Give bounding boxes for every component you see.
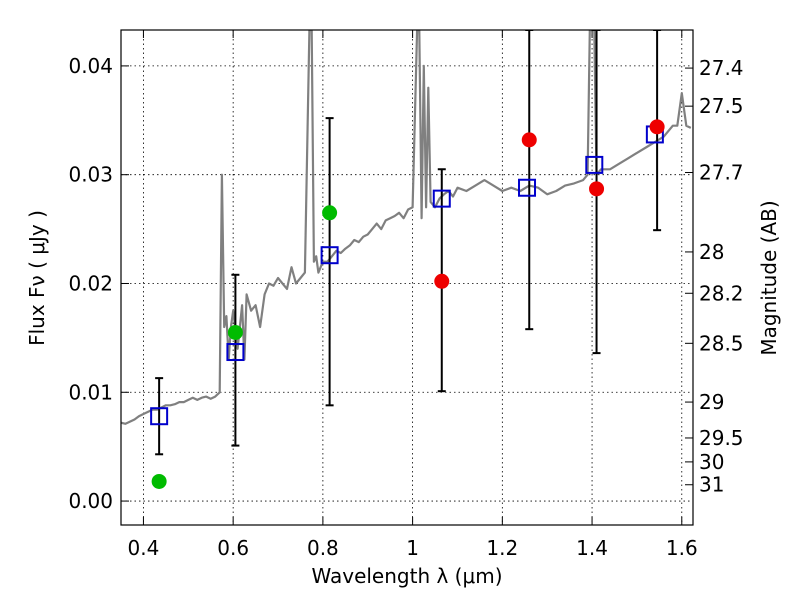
mag-tick-label: 28 bbox=[699, 240, 724, 264]
x-tick-label: 0.4 bbox=[128, 536, 160, 560]
observed-point-circle bbox=[151, 473, 167, 489]
model-point-square bbox=[518, 178, 537, 197]
y-tick-label: 0.04 bbox=[68, 54, 113, 78]
mag-tick-label: 28.2 bbox=[699, 281, 744, 305]
observed-point-circle bbox=[322, 205, 338, 221]
spectrum-line bbox=[121, 30, 692, 425]
plot-frame bbox=[120, 29, 694, 526]
y-tick-label: 0.00 bbox=[68, 489, 113, 513]
model-point-square bbox=[432, 189, 451, 208]
axis-ticks: 0.4 0.6 0.8 1 1.2 1.4 1.6 0.00 0.01 0.02 0.03 0.04 2… bbox=[68, 30, 744, 560]
y-axis-label: Flux Fν ( μJy ) bbox=[25, 210, 49, 346]
observed-point-circle bbox=[589, 181, 605, 197]
mag-tick-label: 30 bbox=[699, 450, 724, 474]
model-point-square bbox=[226, 343, 245, 362]
observed-point-circle bbox=[649, 119, 665, 135]
x-tick-label: 1.2 bbox=[486, 536, 518, 560]
x-tick-label: 1.6 bbox=[666, 536, 698, 560]
mag-tick-label: 27.5 bbox=[699, 94, 744, 118]
mag-tick-label: 27.4 bbox=[699, 56, 744, 80]
model-point-square bbox=[150, 407, 169, 426]
mag-tick-label: 29 bbox=[699, 390, 724, 414]
plot-background bbox=[121, 30, 693, 525]
y-tick-label: 0.02 bbox=[68, 271, 113, 295]
grid bbox=[121, 30, 693, 525]
x-tick-label: 0.6 bbox=[217, 536, 249, 560]
data-layer bbox=[121, 30, 692, 489]
x-axis-label: Wavelength λ (μm) bbox=[311, 564, 502, 588]
model-point-square bbox=[585, 155, 604, 174]
observed-point-circle bbox=[434, 273, 450, 289]
observed-point-circle bbox=[521, 132, 537, 148]
model-point-square bbox=[320, 246, 339, 265]
observed-point-circle bbox=[227, 324, 243, 340]
mag-tick-label: 29.5 bbox=[699, 426, 744, 450]
mag-tick-label: 31 bbox=[699, 473, 724, 497]
x-tick-label: 0.8 bbox=[307, 536, 339, 560]
mag-tick-label: 28.5 bbox=[699, 331, 744, 355]
y-tick-label: 0.01 bbox=[68, 380, 113, 404]
x-tick-label: 1 bbox=[406, 536, 419, 560]
y-tick-label: 0.03 bbox=[68, 163, 113, 187]
mag-tick-label: 27.7 bbox=[699, 161, 744, 185]
y2-axis-label: Magnitude (AB) bbox=[757, 200, 781, 355]
x-tick-label: 1.4 bbox=[576, 536, 608, 560]
